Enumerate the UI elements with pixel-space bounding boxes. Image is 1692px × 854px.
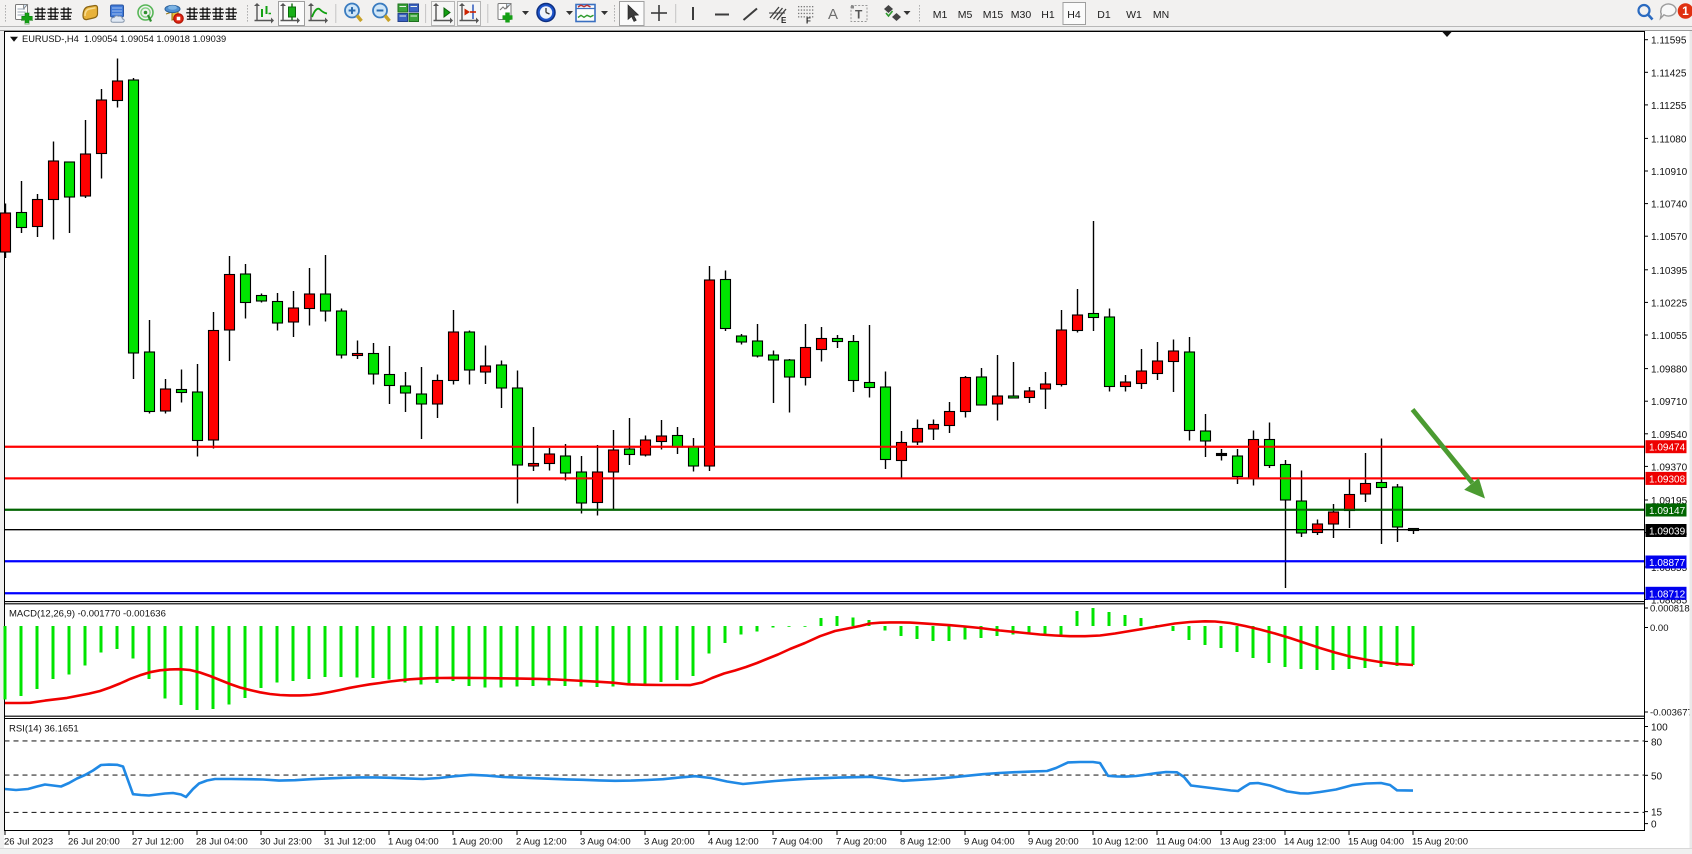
svg-text:15 Aug 20:00: 15 Aug 20:00 — [1412, 837, 1468, 848]
svg-text:1.08712: 1.08712 — [1649, 589, 1686, 600]
svg-text:1.10570: 1.10570 — [1651, 232, 1688, 243]
svg-text:-0.003677: -0.003677 — [1650, 708, 1692, 719]
svg-text:11 Aug 04:00: 11 Aug 04:00 — [1156, 837, 1211, 848]
svg-text:1.09880: 1.09880 — [1651, 365, 1688, 376]
svg-text:26 Jul 2023: 26 Jul 2023 — [4, 837, 53, 848]
svg-text:W1: W1 — [1126, 9, 1142, 21]
svg-text:1.09540: 1.09540 — [1651, 430, 1688, 441]
svg-text:1.11595: 1.11595 — [1651, 36, 1687, 47]
svg-text:15 Aug 04:00: 15 Aug 04:00 — [1348, 837, 1404, 848]
svg-text:1.09474: 1.09474 — [1649, 443, 1686, 454]
svg-text:1.09370: 1.09370 — [1651, 462, 1688, 473]
svg-text:100: 100 — [1651, 723, 1668, 734]
svg-text:50: 50 — [1651, 771, 1663, 782]
svg-text:1.10055: 1.10055 — [1651, 331, 1688, 342]
svg-text:D1: D1 — [1097, 9, 1111, 21]
svg-text:1.08877: 1.08877 — [1649, 558, 1686, 569]
svg-text:14 Aug 12:00: 14 Aug 12:00 — [1284, 837, 1340, 848]
svg-text:4 Aug 12:00: 4 Aug 12:00 — [708, 837, 759, 848]
svg-text:1 Aug 04:00: 1 Aug 04:00 — [388, 837, 439, 848]
svg-text:1.09147: 1.09147 — [1649, 506, 1686, 517]
svg-text:RSI(14) 36.1651: RSI(14) 36.1651 — [9, 724, 79, 735]
svg-text:M5: M5 — [958, 9, 973, 21]
svg-text:8 Aug 12:00: 8 Aug 12:00 — [900, 837, 951, 848]
svg-text:1: 1 — [1682, 4, 1689, 18]
svg-text:13 Aug 23:00: 13 Aug 23:00 — [1220, 837, 1276, 848]
svg-text:0.000818: 0.000818 — [1650, 604, 1690, 615]
svg-text:3 Aug 04:00: 3 Aug 04:00 — [580, 837, 631, 848]
svg-text:1.10910: 1.10910 — [1651, 167, 1688, 178]
svg-text:15: 15 — [1651, 808, 1663, 819]
svg-text:1.10395: 1.10395 — [1651, 266, 1688, 277]
svg-text:1 Aug 20:00: 1 Aug 20:00 — [452, 837, 503, 848]
svg-text:A: A — [828, 6, 838, 23]
svg-text:2 Aug 12:00: 2 Aug 12:00 — [516, 837, 567, 848]
svg-text:H4: H4 — [1067, 9, 1081, 21]
svg-text:27 Jul 12:00: 27 Jul 12:00 — [132, 837, 184, 848]
svg-text:M15: M15 — [983, 9, 1004, 21]
svg-text:28 Jul 04:00: 28 Jul 04:00 — [196, 837, 248, 848]
svg-text:10 Aug 12:00: 10 Aug 12:00 — [1092, 837, 1148, 848]
svg-text:7 Aug 20:00: 7 Aug 20:00 — [836, 837, 887, 848]
svg-text:80: 80 — [1651, 737, 1663, 748]
svg-text:T: T — [855, 8, 863, 22]
svg-text:MN: MN — [1153, 9, 1169, 21]
svg-text:1.09195: 1.09195 — [1651, 496, 1688, 507]
svg-text:MACD(12,26,9) -0.001770 -0.001: MACD(12,26,9) -0.001770 -0.001636 — [9, 609, 166, 620]
svg-text:0.00: 0.00 — [1650, 623, 1669, 634]
svg-text:3 Aug 20:00: 3 Aug 20:00 — [644, 837, 695, 848]
svg-text:30 Jul 23:00: 30 Jul 23:00 — [260, 837, 312, 848]
svg-text:1.11425: 1.11425 — [1651, 68, 1687, 79]
svg-text:1.09710: 1.09710 — [1651, 397, 1688, 408]
svg-text:9 Aug 04:00: 9 Aug 04:00 — [964, 837, 1015, 848]
svg-text:EURUSD-,H4 1.09054 1.09054 1.: EURUSD-,H4 1.09054 1.09054 1.09018 1.090… — [22, 34, 226, 44]
svg-text:1.10225: 1.10225 — [1651, 298, 1688, 309]
svg-text:1.11255: 1.11255 — [1651, 101, 1687, 112]
svg-text:9 Aug 20:00: 9 Aug 20:00 — [1028, 837, 1079, 848]
svg-text:M30: M30 — [1011, 9, 1032, 21]
svg-text:1.11080: 1.11080 — [1651, 134, 1687, 145]
svg-text:1.09308: 1.09308 — [1649, 474, 1686, 485]
svg-text:E: E — [781, 16, 787, 25]
svg-text:26 Jul 20:00: 26 Jul 20:00 — [68, 837, 120, 848]
svg-text:1.08685: 1.08685 — [1651, 596, 1688, 607]
svg-text:H1: H1 — [1041, 9, 1055, 21]
svg-text:0: 0 — [1651, 820, 1657, 831]
svg-text:1.09039: 1.09039 — [1649, 527, 1686, 538]
svg-text:1.10740: 1.10740 — [1651, 200, 1688, 211]
svg-text:M1: M1 — [933, 9, 948, 21]
svg-text:7 Aug 04:00: 7 Aug 04:00 — [772, 837, 823, 848]
svg-text:F: F — [806, 17, 811, 26]
svg-text:31 Jul 12:00: 31 Jul 12:00 — [324, 837, 376, 848]
